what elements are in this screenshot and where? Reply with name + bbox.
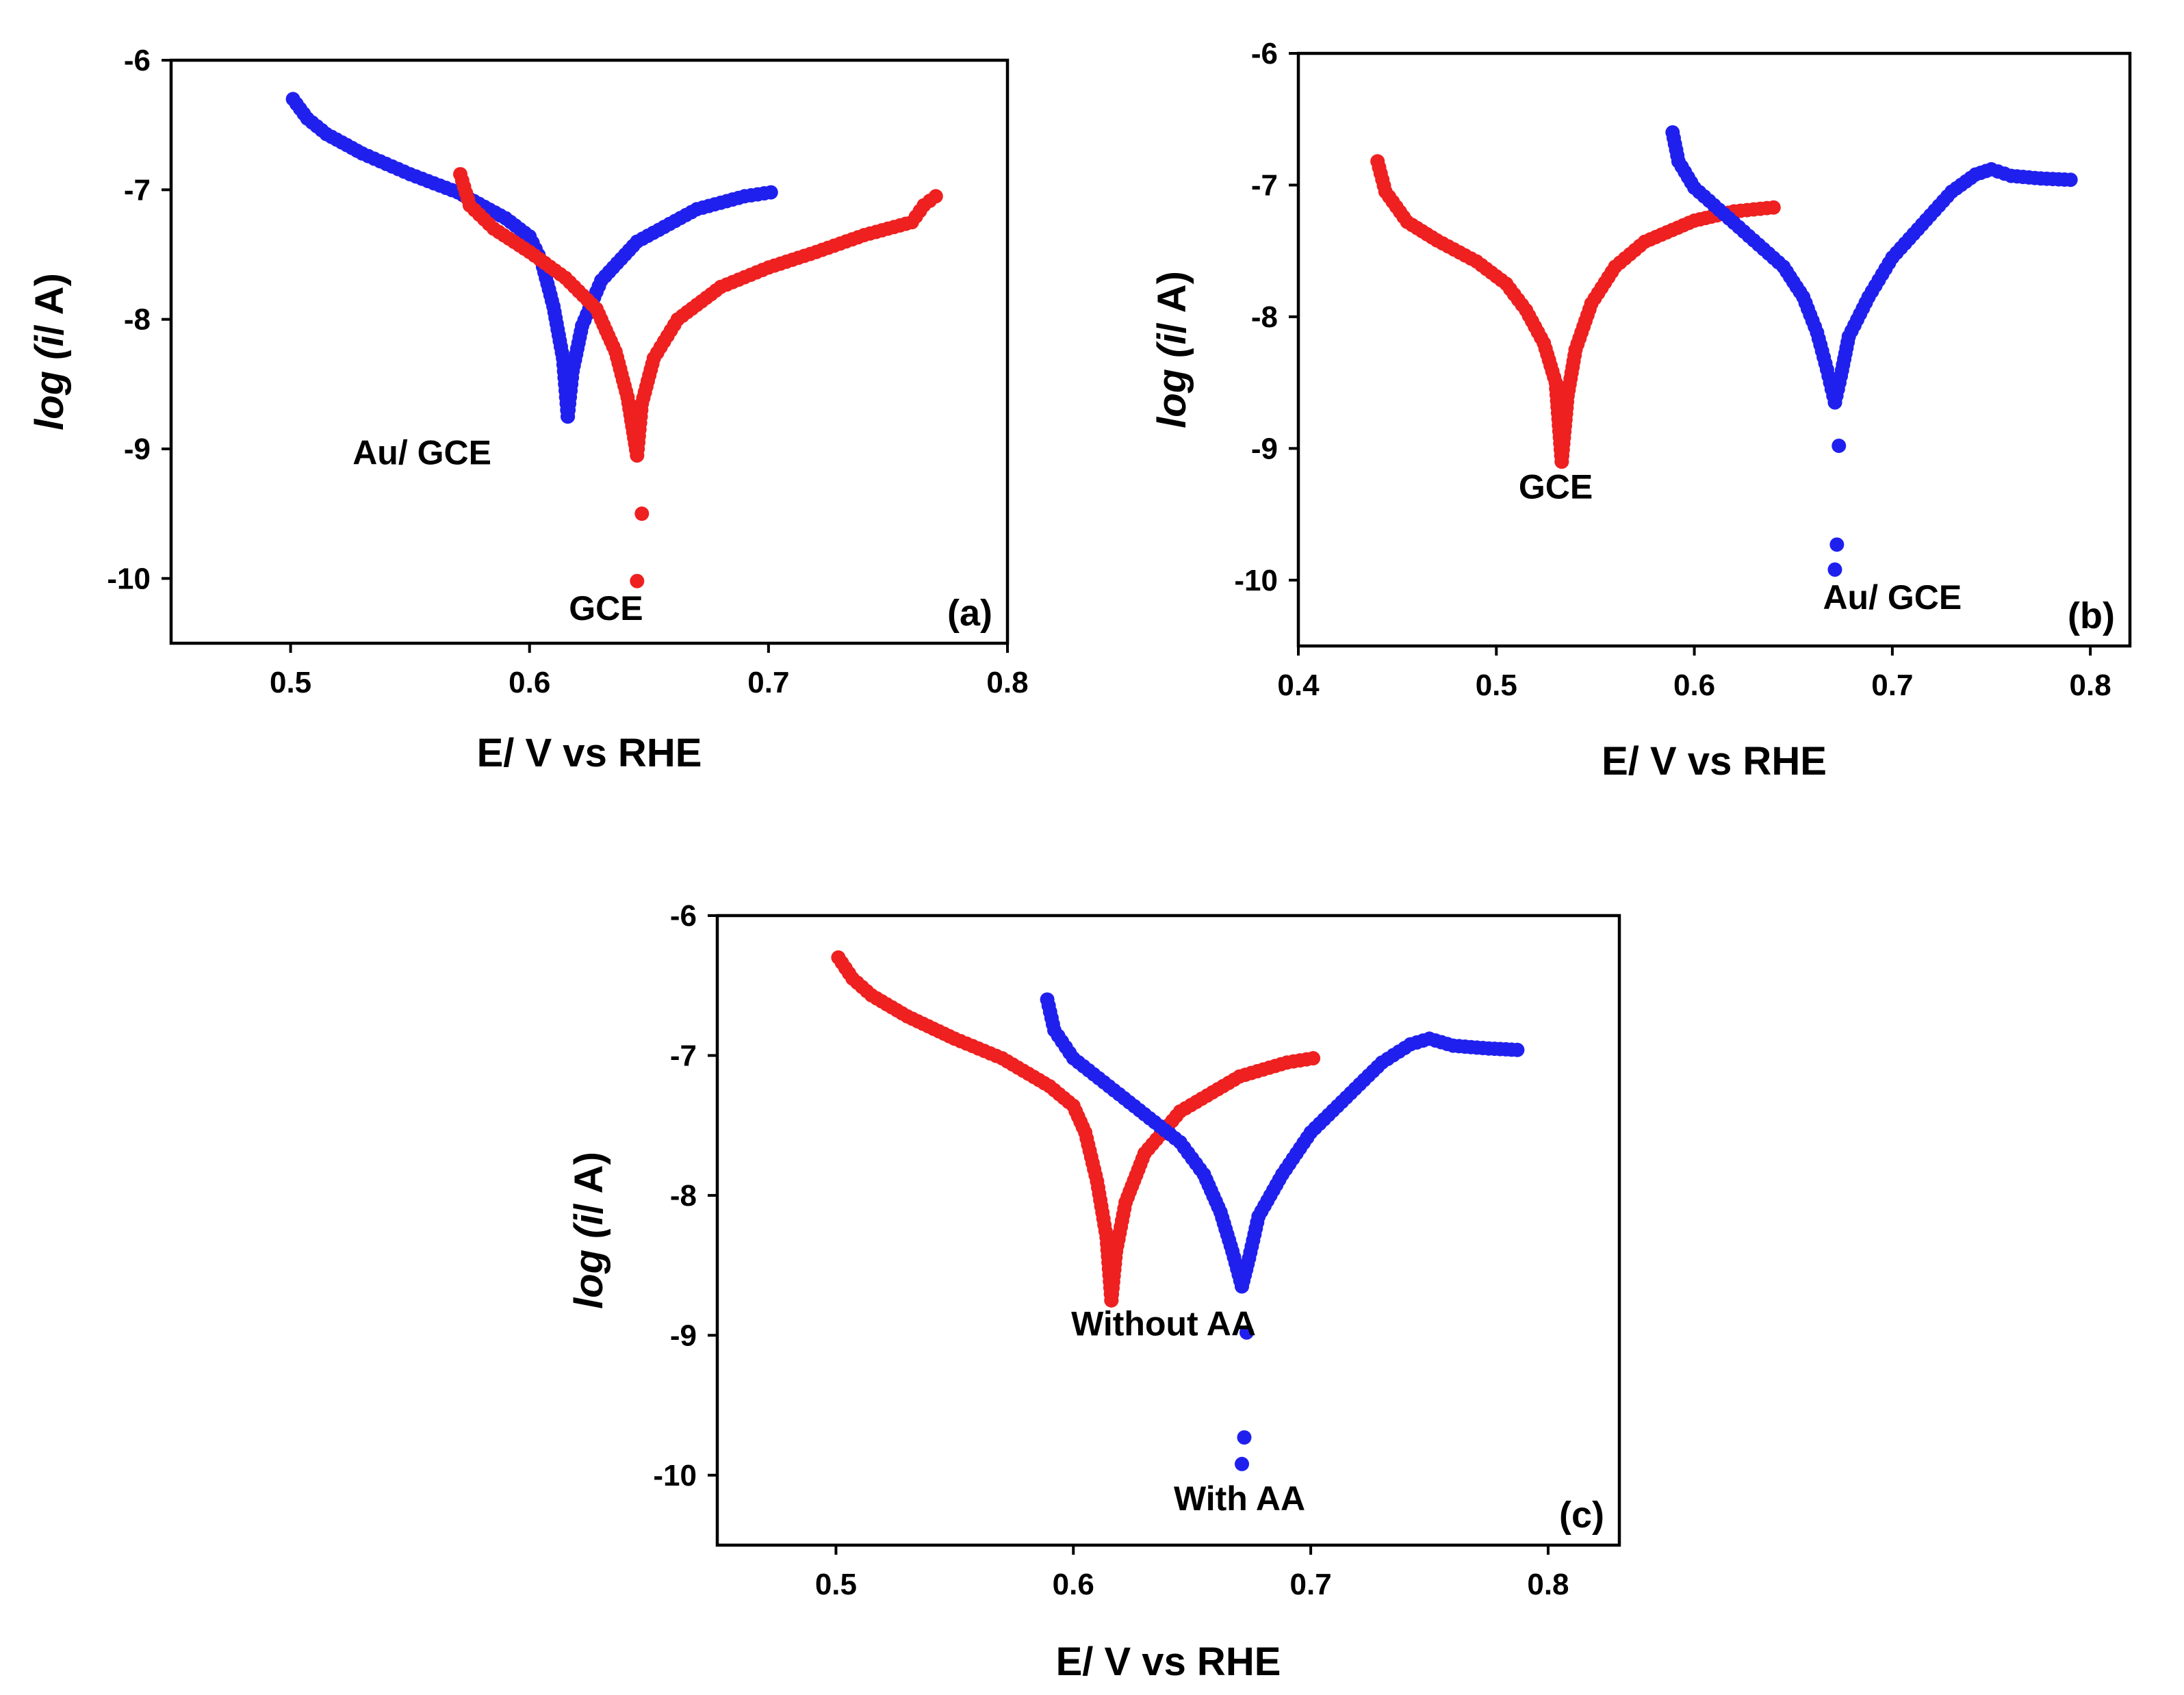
data-point — [1510, 1042, 1525, 1057]
y-tick-label: -9 — [124, 432, 151, 466]
y-axis-label: log (i/ A) — [27, 273, 72, 430]
data-point-outlier — [1237, 1430, 1252, 1445]
plot-frame — [1296, 51, 2132, 648]
data-point — [1306, 1051, 1321, 1065]
x-tick-label: 0.7 — [1290, 1568, 1332, 1601]
data-point — [2063, 172, 2078, 187]
panel-b: 0.4 0.5 0.6 0.7 0.8 -6 -7 -8 -9 -10 E/ V vs RHE log… — [1150, 37, 2132, 784]
data-point — [763, 185, 778, 200]
x-tick-label: 0.5 — [1476, 669, 1517, 702]
data-point-outlier — [1827, 562, 1842, 577]
y-tick-label: -9 — [670, 1319, 697, 1352]
panel-c: 0.5 0.6 0.7 0.8 -6 -7 -8 -9 -10 E/ V vs RHE log (i… — [567, 899, 1621, 1684]
y-tick-label: -7 — [670, 1039, 697, 1072]
y-tick-label: -10 — [1234, 564, 1278, 597]
y-tick-label: -7 — [124, 173, 151, 207]
y-axis-label: log (i/ A) — [567, 1152, 611, 1309]
x-axis-label: E/ V vs RHE — [1602, 739, 1827, 784]
y-axis-label-unit: / A) — [27, 273, 72, 335]
y-axis-label-unit: / A) — [1150, 271, 1194, 333]
data-point — [1766, 200, 1781, 215]
panel-tag: (b) — [2068, 595, 2115, 636]
y-tick-label: -8 — [670, 1179, 697, 1213]
curve-label: GCE — [569, 589, 643, 627]
y-axis-label-italic: log (i — [1150, 332, 1194, 428]
plot-frame — [169, 58, 1010, 645]
y-axis-label: log (i/ A) — [1150, 271, 1194, 428]
y-axis-label-italic: log (i — [27, 334, 72, 430]
y-axis-label-italic: log (i — [567, 1213, 611, 1308]
panel-a: 0.5 0.6 0.7 0.8 -6 -7 -8 -9 -10 E/ V vs RHE log (i… — [27, 44, 1029, 775]
data-point-outlier — [630, 573, 645, 588]
x-tick-label: 0.4 — [1277, 669, 1320, 702]
plot-frame — [715, 914, 1621, 1547]
series-gce — [1370, 154, 1781, 469]
x-tick-label: 0.7 — [747, 666, 789, 699]
x-tick-label: 0.8 — [2070, 669, 2111, 702]
curve-label: Au/ GCE — [352, 434, 491, 472]
x-tick-label: 0.6 — [509, 666, 550, 699]
y-tick-label: -6 — [670, 899, 697, 933]
series-with-aa — [1040, 992, 1525, 1471]
curve-label: Without AA — [1071, 1304, 1256, 1343]
y-tick-label: -8 — [1251, 300, 1278, 334]
x-axis-label: E/ V vs RHE — [477, 731, 702, 775]
data-point-outlier — [1235, 1456, 1250, 1471]
data-point-outlier — [1239, 1325, 1254, 1340]
y-tick-label: -9 — [1251, 432, 1278, 465]
series-au-gce — [285, 92, 778, 424]
curve-label: GCE — [1519, 467, 1593, 506]
series-gce — [453, 167, 943, 588]
x-tick-label: 0.5 — [815, 1568, 857, 1601]
y-axis-label-unit: / A) — [567, 1152, 611, 1214]
data-point-outlier — [1832, 438, 1847, 453]
y-tick-label: -10 — [653, 1459, 697, 1492]
y-tick-label: -8 — [124, 303, 151, 337]
series-without-aa — [831, 950, 1321, 1308]
x-tick-label: 0.6 — [1053, 1568, 1094, 1601]
curve-label: With AA — [1174, 1479, 1305, 1518]
y-tick-label: -10 — [107, 562, 151, 595]
data-point — [928, 189, 943, 204]
x-tick-label: 0.7 — [1871, 669, 1913, 702]
series-au-gce — [1665, 125, 2078, 577]
x-tick-label: 0.5 — [270, 666, 311, 699]
curve-label: Au/ GCE — [1823, 578, 1962, 617]
panel-tag: (a) — [947, 593, 992, 634]
x-tick-label: 0.8 — [1527, 1568, 1569, 1601]
data-point-outlier — [1829, 537, 1845, 552]
y-tick-label: -6 — [1251, 37, 1278, 70]
y-tick-label: -7 — [1251, 168, 1278, 202]
panel-tag: (c) — [1559, 1495, 1604, 1536]
data-point-outlier — [634, 506, 650, 521]
y-tick-label: -6 — [124, 44, 151, 77]
x-tick-label: 0.8 — [986, 666, 1028, 699]
x-tick-label: 0.6 — [1673, 669, 1715, 702]
x-axis-label: E/ V vs RHE — [1056, 1640, 1281, 1684]
